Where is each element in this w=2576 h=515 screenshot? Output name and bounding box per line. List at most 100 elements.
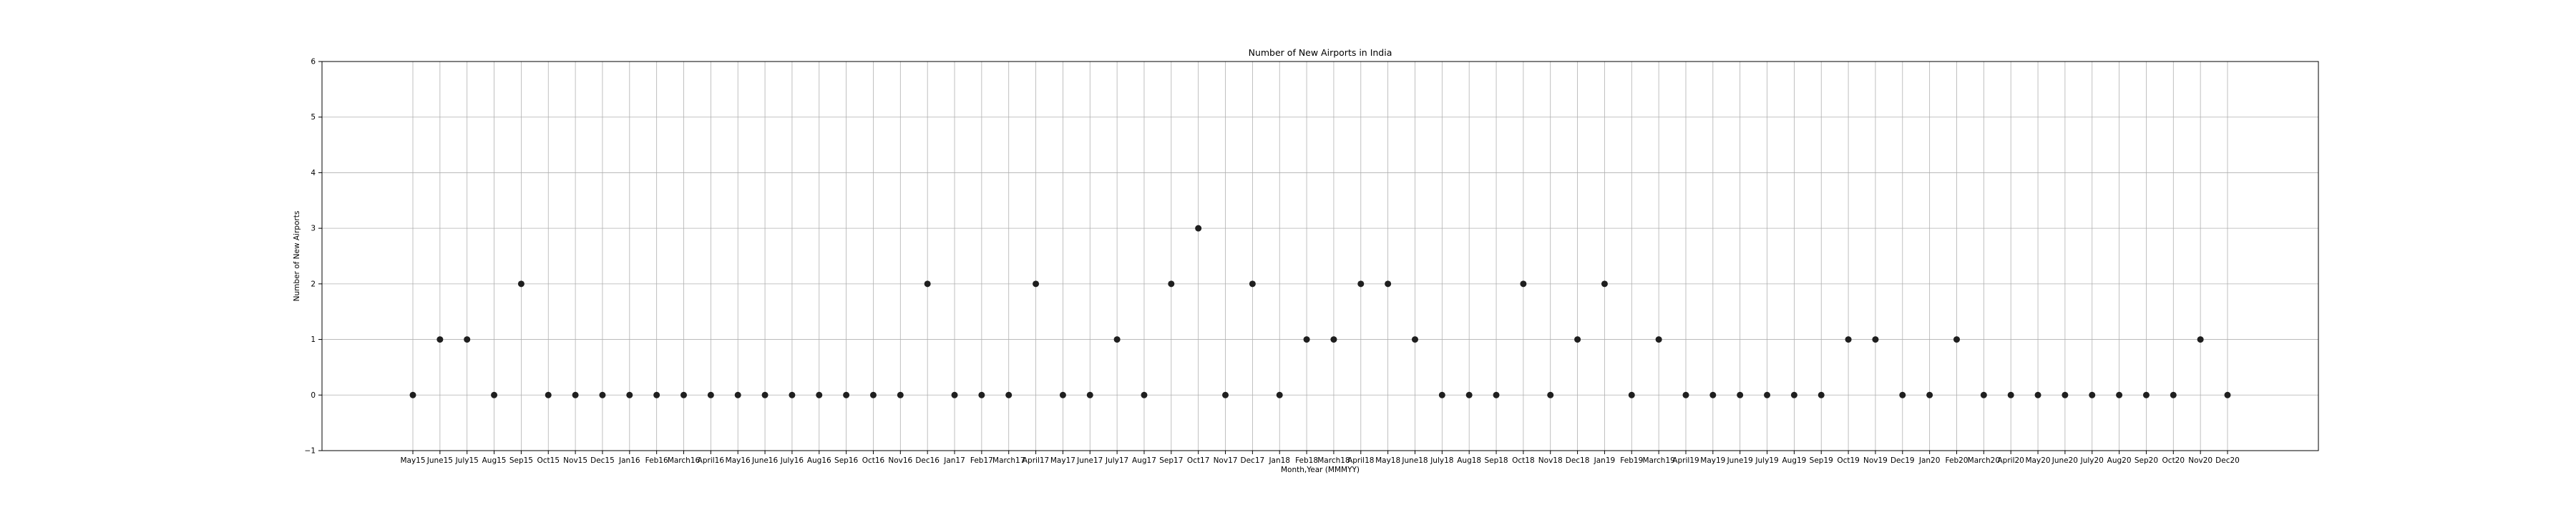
data-point (436, 336, 444, 343)
data-point (1357, 280, 1365, 288)
data-point (1276, 391, 1283, 398)
x-tick-label: Feb17 (970, 456, 993, 465)
data-point (1195, 225, 1202, 232)
y-tick-label: 3 (311, 225, 316, 233)
x-tick-label: Feb18 (1295, 456, 1318, 465)
x-tick-label: Oct19 (1837, 456, 1860, 465)
data-point (1059, 391, 1066, 398)
y-tick-label: 6 (311, 58, 316, 67)
data-point (789, 391, 796, 398)
x-tick-label: May17 (1050, 456, 1075, 465)
x-tick-label: Nov19 (1863, 456, 1888, 465)
data-point (2116, 391, 2123, 398)
x-tick-label: Sep16 (834, 456, 858, 465)
data-point (1899, 391, 1906, 398)
data-point (1303, 336, 1310, 343)
x-tick-label: May20 (2026, 456, 2051, 465)
x-tick-label: April17 (1023, 456, 1049, 465)
data-point (734, 391, 741, 398)
x-axis-label: Month,Year (MMMYY) (1281, 466, 1360, 474)
x-tick-label: June19 (1727, 456, 1753, 465)
plot-frame (321, 61, 2319, 451)
data-point (1547, 391, 1554, 398)
data-point (680, 391, 688, 398)
data-point (1520, 280, 1527, 288)
x-tick-label: Nov16 (888, 456, 912, 465)
x-tick-label: Feb16 (645, 456, 668, 465)
data-point (816, 391, 823, 398)
x-tick-label: Jan19 (1594, 456, 1616, 465)
data-point (1113, 336, 1121, 343)
data-point (1628, 391, 1635, 398)
data-point (1737, 391, 1744, 398)
data-point (464, 336, 471, 343)
data-point (2224, 391, 2231, 398)
x-tick-label: Aug16 (807, 456, 831, 465)
x-tick-label: Sep19 (1810, 456, 1833, 465)
data-point (409, 391, 416, 398)
x-tick-label: June15 (426, 456, 453, 465)
x-tick-label: July15 (455, 456, 479, 465)
x-tick-label: Dec19 (1890, 456, 1915, 465)
data-point (1411, 336, 1418, 343)
data-point (951, 391, 958, 398)
x-tick-label: Oct18 (1512, 456, 1535, 465)
y-tick-label: −1 (305, 447, 316, 456)
x-tick-label: March16 (668, 456, 701, 465)
data-point (599, 391, 606, 398)
x-tick-label: Sep20 (2135, 456, 2158, 465)
data-point (897, 391, 904, 398)
x-tick-label: Sep18 (1484, 456, 1508, 465)
data-point (1438, 391, 1445, 398)
x-tick-label: June20 (2051, 456, 2078, 465)
data-point (1222, 391, 1229, 398)
x-tick-label: May15 (400, 456, 425, 465)
data-point (1465, 391, 1473, 398)
data-point (1682, 391, 1689, 398)
x-tick-label: Nov18 (1538, 456, 1563, 465)
data-point (2007, 391, 2014, 398)
data-point (1574, 336, 1581, 343)
x-tick-label: March20 (1968, 456, 2000, 465)
x-tick-label: April16 (698, 456, 725, 465)
x-tick-label: April20 (1998, 456, 2024, 465)
x-tick-label: July16 (780, 456, 804, 465)
ticks-layer: −1 0 1 2 3 4 5 6 May15 June15 July15 Aug15 Sep15 Oct1… (305, 58, 2240, 466)
grid-layer (322, 61, 2318, 451)
data-point (1818, 391, 1825, 398)
y-axis-label: Number of New Airports (293, 211, 301, 302)
y-tick-label: 5 (311, 113, 316, 122)
x-tick-label: Oct17 (1187, 456, 1210, 465)
data-point (1330, 336, 1337, 343)
x-tick-label: May19 (1700, 456, 1725, 465)
x-tick-label: Feb20 (1946, 456, 1968, 465)
data-point (1033, 280, 1040, 288)
data-point (843, 391, 850, 398)
data-point (1953, 336, 1960, 343)
x-tick-label: Aug18 (1457, 456, 1481, 465)
data-point (761, 391, 769, 398)
data-point (1493, 391, 1500, 398)
data-point (1168, 280, 1175, 288)
x-tick-label: Nov20 (2188, 456, 2212, 465)
x-tick-label: Sep17 (1159, 456, 1183, 465)
x-tick-label: March17 (992, 456, 1025, 465)
x-tick-label: Aug19 (1782, 456, 1806, 465)
x-tick-label: April18 (1347, 456, 1374, 465)
x-tick-label: Dec18 (1566, 456, 1590, 465)
x-tick-label: June16 (751, 456, 779, 465)
x-tick-label: Feb19 (1620, 456, 1643, 465)
x-tick-label: July18 (1430, 456, 1453, 465)
data-point (1872, 336, 1879, 343)
x-tick-label: Nov15 (563, 456, 587, 465)
y-tick-label: 0 (311, 391, 316, 400)
x-tick-label: May16 (726, 456, 751, 465)
data-point (1980, 391, 1987, 398)
data-point (707, 391, 714, 398)
data-point (1655, 336, 1662, 343)
data-point (2034, 391, 2041, 398)
data-point (545, 391, 552, 398)
data-point (1601, 280, 1608, 288)
x-tick-label: March18 (1317, 456, 1350, 465)
